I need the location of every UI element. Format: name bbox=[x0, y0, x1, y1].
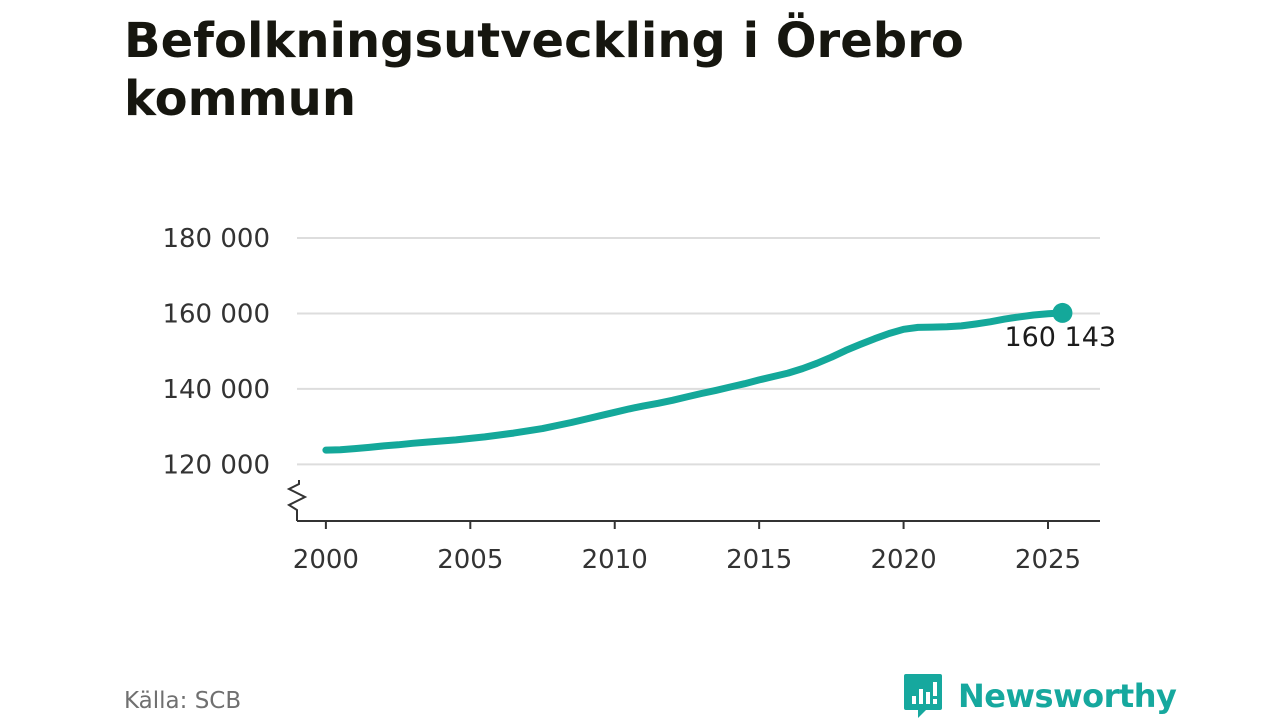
brand-name: Newsworthy bbox=[958, 677, 1177, 715]
x-tick-label: 2005 bbox=[437, 545, 503, 575]
x-tick-label: 2025 bbox=[1015, 545, 1081, 575]
y-axis-ticks: 120 000 140 000 160 000 180 000 bbox=[162, 224, 270, 480]
chart-title: Befolkningsutveckling i Örebro kommun bbox=[124, 13, 964, 127]
x-tick-label: 2000 bbox=[293, 545, 359, 575]
gridlines bbox=[297, 237, 1100, 466]
x-tick-label: 2015 bbox=[726, 545, 792, 575]
newsworthy-logo-icon bbox=[904, 674, 942, 718]
end-marker-group: 160 143 bbox=[1004, 302, 1116, 353]
y-tick-label: 140 000 bbox=[162, 375, 270, 405]
x-tick-label: 2010 bbox=[582, 545, 648, 575]
y-tick-label: 160 000 bbox=[162, 299, 270, 329]
source-note: Källa: SCB bbox=[124, 688, 242, 714]
end-point-marker bbox=[1052, 302, 1073, 323]
axis-break-mark bbox=[286, 480, 308, 521]
brand-logo[interactable]: Newsworthy bbox=[902, 672, 1177, 720]
series-line bbox=[322, 309, 1066, 454]
y-tick-label: 180 000 bbox=[162, 224, 270, 254]
x-tick-label: 2020 bbox=[870, 545, 936, 575]
series-group bbox=[322, 309, 1066, 454]
x-axis: 2000 2005 2010 2015 2020 2025 bbox=[286, 480, 1100, 575]
end-value-label: 160 143 bbox=[1004, 322, 1116, 353]
y-tick-label: 120 000 bbox=[162, 450, 270, 480]
